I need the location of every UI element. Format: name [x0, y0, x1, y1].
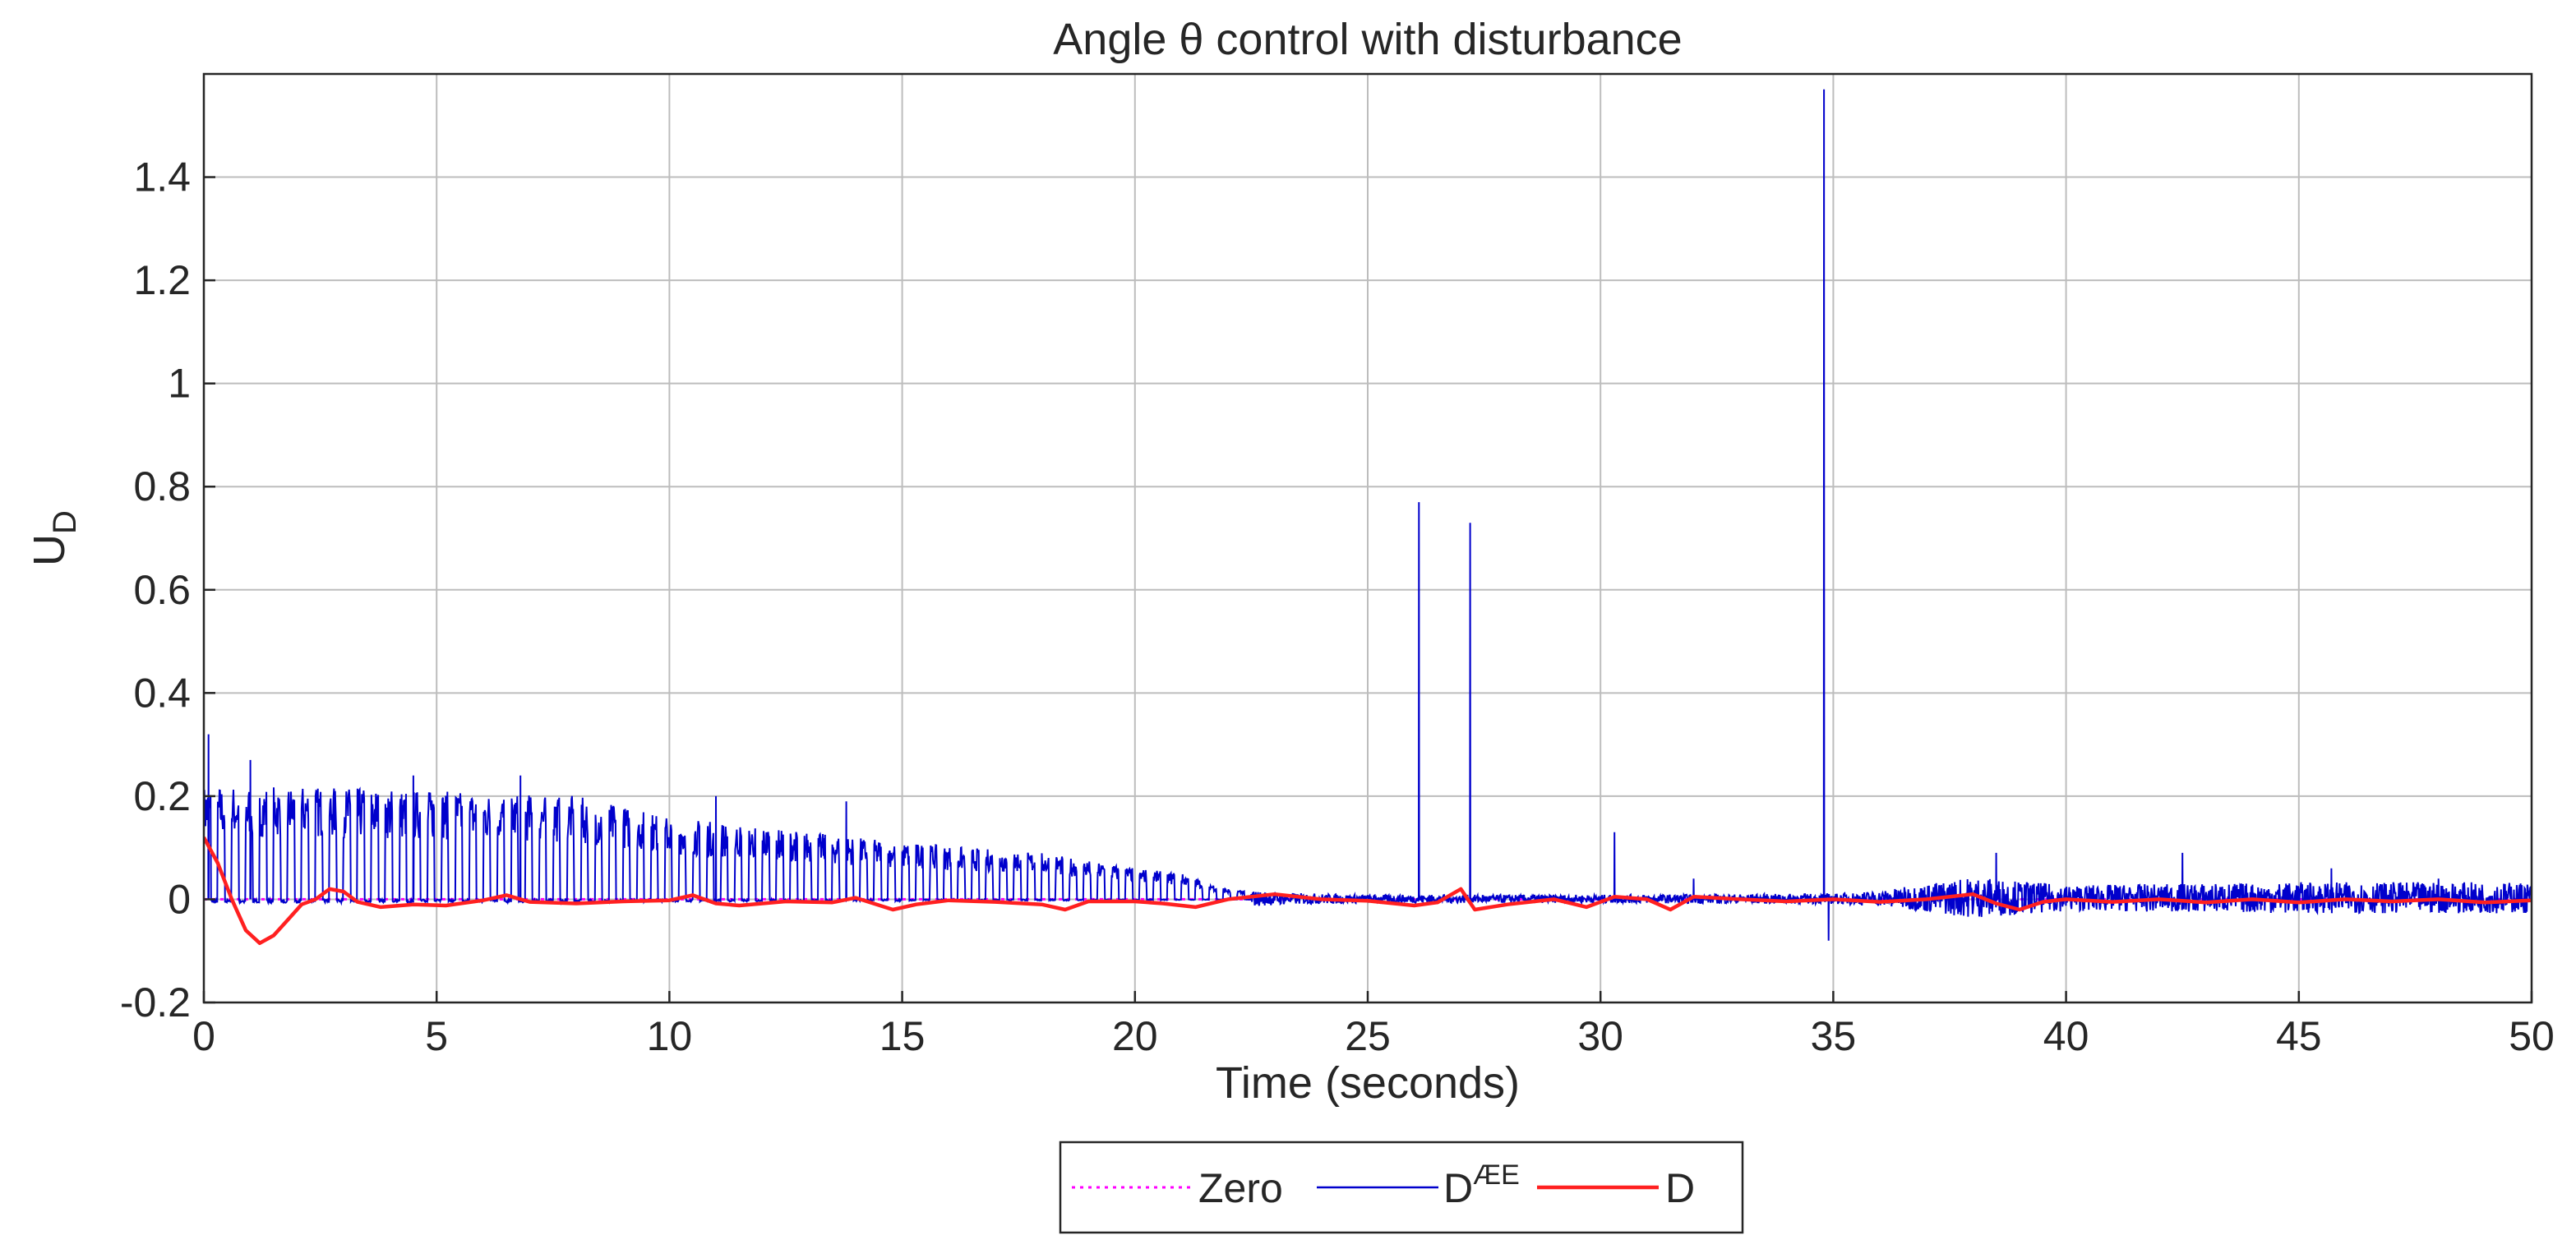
y-tick-label: 0.4	[133, 670, 191, 716]
y-tick-label: 1.2	[133, 257, 191, 303]
x-tick-label: 40	[2043, 1013, 2089, 1059]
x-axis-title: Time (seconds)	[1216, 1058, 1520, 1108]
x-tick-label: 10	[647, 1013, 693, 1059]
x-tick-label: 20	[1112, 1013, 1158, 1059]
y-tick-label: 1.4	[133, 154, 191, 200]
x-tick-label: 50	[2509, 1013, 2555, 1059]
legend-label-zero: Zero	[1198, 1165, 1283, 1211]
ticks: 0 5 10 15 20 25 30 35 40 45 50-0.200.20.40.60.811.…	[120, 154, 2555, 1059]
y-tick-label: 0	[168, 876, 191, 922]
x-tick-label: 45	[2276, 1013, 2322, 1059]
legend-label-d-hat-sup: ÆE	[1473, 1159, 1520, 1191]
y-axis-title-main: U	[25, 534, 74, 566]
y-axis-title-sub: D	[47, 510, 83, 534]
legend-label-d-hat: DÆE	[1443, 1159, 1520, 1211]
series-layer	[204, 89, 2532, 946]
y-axis-title: UD	[25, 510, 83, 566]
x-tick-label: 0	[192, 1013, 215, 1059]
x-tick-label: 30	[1577, 1013, 1623, 1059]
svg-text:UD: UD	[25, 510, 83, 566]
y-tick-label: 0.6	[133, 567, 191, 613]
y-tick-label: 0.8	[133, 463, 191, 509]
y-tick-label: 1	[168, 361, 191, 407]
series-d-hat-line	[204, 89, 2532, 941]
chart-title: Angle θ control with disturbance	[1053, 15, 1682, 64]
y-tick-label: 0.2	[133, 773, 191, 819]
legend: Zero DÆE D	[1059, 1141, 1744, 1234]
series-d-line	[204, 837, 2532, 946]
x-tick-label: 5	[425, 1013, 448, 1059]
x-tick-label: 25	[1345, 1013, 1391, 1059]
x-tick-label: 35	[1811, 1013, 1857, 1059]
legend-label-d-hat-main: D	[1443, 1165, 1473, 1211]
legend-label-d: D	[1665, 1165, 1695, 1211]
x-tick-label: 15	[879, 1013, 926, 1059]
y-tick-label: -0.2	[120, 979, 191, 1025]
